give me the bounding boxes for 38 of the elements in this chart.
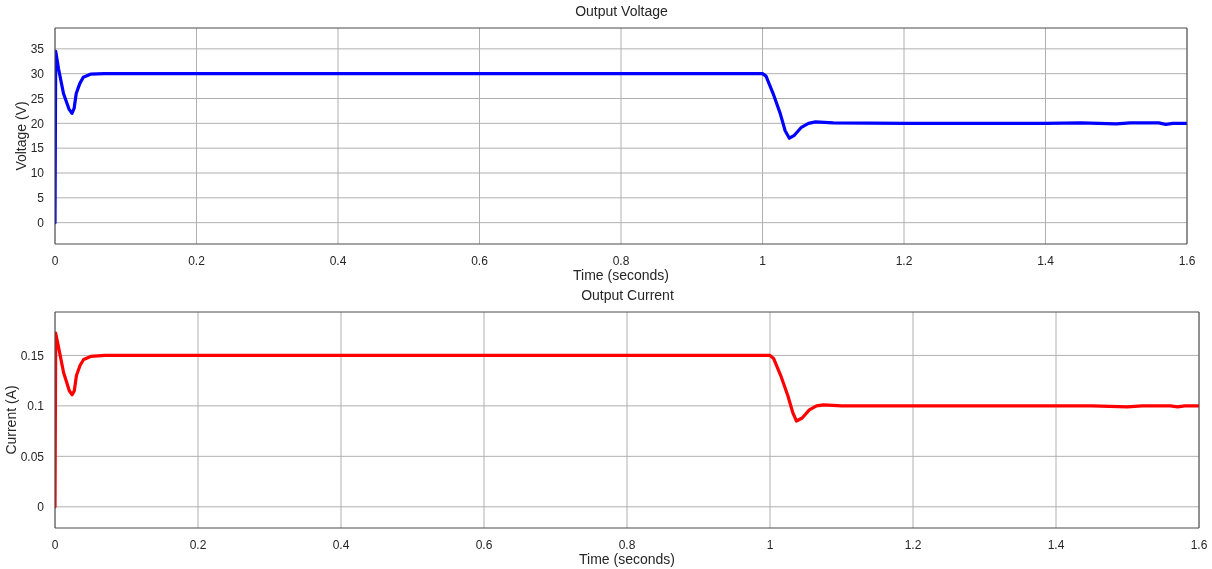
y-tick-label: 10 [30, 166, 45, 181]
x-tick-label: 1.4 [1047, 537, 1065, 552]
x-tick-label: 1.6 [1178, 253, 1196, 268]
y-tick-label: 15 [30, 141, 45, 156]
line-series [55, 49, 1187, 225]
y-tick-label: 0.05 [20, 449, 45, 464]
x-tick-label: 1.4 [1037, 253, 1055, 268]
x-axis-title: Time (seconds) [573, 267, 669, 283]
y-tick-label: 30 [30, 66, 45, 81]
x-tick-label: 0.6 [475, 537, 493, 552]
y-tick-label: 5 [37, 191, 45, 206]
x-tick-label: 1 [766, 537, 774, 552]
x-tick-label: 0.8 [612, 253, 630, 268]
y-axis-title: Voltage (V) [12, 101, 29, 171]
y-tick-label: 35 [30, 42, 45, 57]
x-axis-title: Time (seconds) [579, 551, 675, 567]
y-tick-label: 25 [30, 91, 45, 106]
y-tick-label: 0.15 [20, 348, 45, 363]
y-tick-label: 0 [37, 500, 45, 515]
chart-title: Output Current [580, 286, 675, 304]
x-tick-label: 1.2 [904, 537, 922, 552]
x-tick-label: 1 [759, 253, 767, 268]
y-tick-label: 0 [37, 215, 45, 230]
x-tick-label: 0.6 [471, 253, 489, 268]
x-tick-label: 0 [51, 537, 59, 552]
x-tick-label: 0.4 [332, 537, 350, 552]
y-axis-title: Current (A) [2, 385, 19, 455]
x-tick-label: 0.8 [618, 537, 636, 552]
chart-title: Output Voltage [574, 2, 669, 20]
x-tick-label: 1.6 [1190, 537, 1208, 552]
x-tick-label: 1.2 [895, 253, 913, 268]
y-tick-label: 0.1 [27, 399, 45, 414]
x-tick-label: 0 [51, 253, 59, 268]
line-series [55, 331, 1199, 509]
x-tick-label: 0.4 [329, 253, 347, 268]
x-tick-label: 0.2 [188, 253, 206, 268]
y-tick-label: 20 [30, 116, 45, 131]
x-tick-label: 0.2 [189, 537, 207, 552]
